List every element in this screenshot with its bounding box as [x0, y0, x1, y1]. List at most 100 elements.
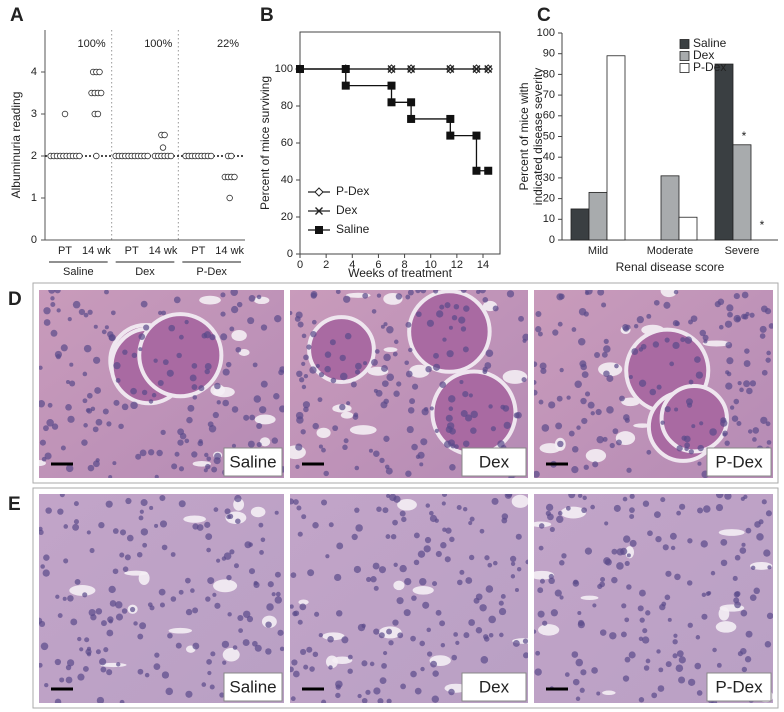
nucleus	[703, 505, 711, 513]
nucleus	[153, 358, 158, 363]
nucleus	[309, 366, 317, 374]
nucleus	[651, 692, 658, 699]
nucleus	[647, 530, 653, 537]
nucleus	[672, 341, 680, 350]
nucleus	[675, 664, 684, 672]
nucleus	[502, 405, 510, 412]
lumen	[580, 595, 599, 600]
nucleus	[729, 405, 735, 410]
nucleus	[206, 659, 212, 665]
nucleus	[653, 299, 660, 306]
nucleus	[660, 497, 666, 503]
nucleus	[756, 533, 764, 541]
nucleus	[499, 632, 504, 638]
nucleus	[307, 569, 315, 577]
nucleus	[297, 321, 304, 328]
nucleus	[39, 620, 46, 628]
x-tick-label: 8	[402, 259, 408, 271]
nucleus	[580, 363, 587, 371]
nucleus	[740, 609, 748, 617]
nucleus	[87, 309, 93, 315]
y-tick-label: 2	[31, 150, 37, 162]
nucleus	[216, 558, 221, 563]
nucleus	[144, 672, 150, 678]
nucleus	[212, 592, 217, 597]
y-tick-label: 100	[537, 27, 555, 39]
nucleus	[720, 559, 728, 567]
data-point	[207, 152, 215, 160]
nucleus	[385, 467, 393, 475]
nucleus	[279, 646, 284, 652]
nucleus	[292, 670, 300, 678]
lumen	[750, 561, 773, 570]
nucleus	[715, 503, 724, 512]
nucleus	[407, 290, 414, 296]
nucleus	[213, 507, 219, 512]
nucleus	[108, 334, 115, 341]
nucleus	[490, 426, 496, 432]
nucleus	[214, 602, 221, 609]
nucleus	[265, 648, 272, 655]
nucleus	[191, 384, 198, 390]
nucleus	[435, 609, 442, 616]
nucleus	[43, 307, 51, 315]
nucleus	[86, 392, 93, 399]
nucleus	[211, 466, 218, 473]
nucleus	[405, 321, 412, 328]
nucleus	[444, 556, 451, 563]
nucleus	[99, 658, 107, 666]
nucleus	[230, 305, 239, 314]
nucleus	[701, 592, 707, 598]
nucleus	[223, 552, 232, 560]
nucleus	[407, 407, 415, 414]
nucleus	[138, 515, 144, 521]
nucleus	[94, 387, 102, 394]
nucleus	[221, 640, 230, 649]
marker	[472, 166, 481, 175]
nucleus	[201, 332, 208, 339]
x-tick-label: 0	[297, 259, 303, 271]
nucleus	[584, 290, 590, 296]
nucleus	[363, 361, 368, 366]
bar	[714, 63, 734, 241]
nucleus	[43, 425, 49, 432]
nucleus	[312, 522, 319, 529]
micrograph	[39, 494, 284, 703]
nucleus	[734, 601, 741, 609]
nucleus	[295, 311, 303, 319]
nucleus	[178, 589, 184, 595]
nucleus	[665, 661, 672, 668]
nucleus	[173, 296, 181, 304]
nucleus	[154, 652, 160, 658]
nucleus	[583, 464, 589, 470]
nucleus	[720, 419, 728, 427]
nucleus	[468, 393, 473, 398]
nucleus	[445, 414, 453, 422]
nucleus	[579, 687, 585, 693]
nucleus	[674, 321, 680, 327]
nucleus	[247, 317, 255, 325]
nucleus	[548, 401, 556, 409]
nucleus	[249, 414, 256, 421]
nucleus	[537, 587, 544, 594]
nucleus	[442, 337, 447, 342]
nucleus	[344, 332, 352, 340]
marker	[387, 65, 396, 73]
data-point	[93, 152, 100, 160]
nucleus	[749, 594, 757, 601]
nucleus	[493, 560, 498, 566]
nucleus	[566, 395, 571, 400]
nucleus	[148, 399, 154, 404]
nucleus	[768, 323, 773, 329]
nucleus	[312, 422, 319, 430]
x-tick-label: 4	[349, 259, 355, 271]
nucleus	[380, 324, 385, 329]
nucleus	[745, 630, 753, 638]
nucleus	[488, 404, 493, 409]
nucleus	[124, 554, 131, 561]
nucleus	[50, 296, 55, 301]
y-tick-label: 0	[287, 248, 293, 260]
nucleus	[341, 636, 349, 644]
nucleus	[453, 303, 460, 310]
nucleus	[555, 422, 563, 430]
